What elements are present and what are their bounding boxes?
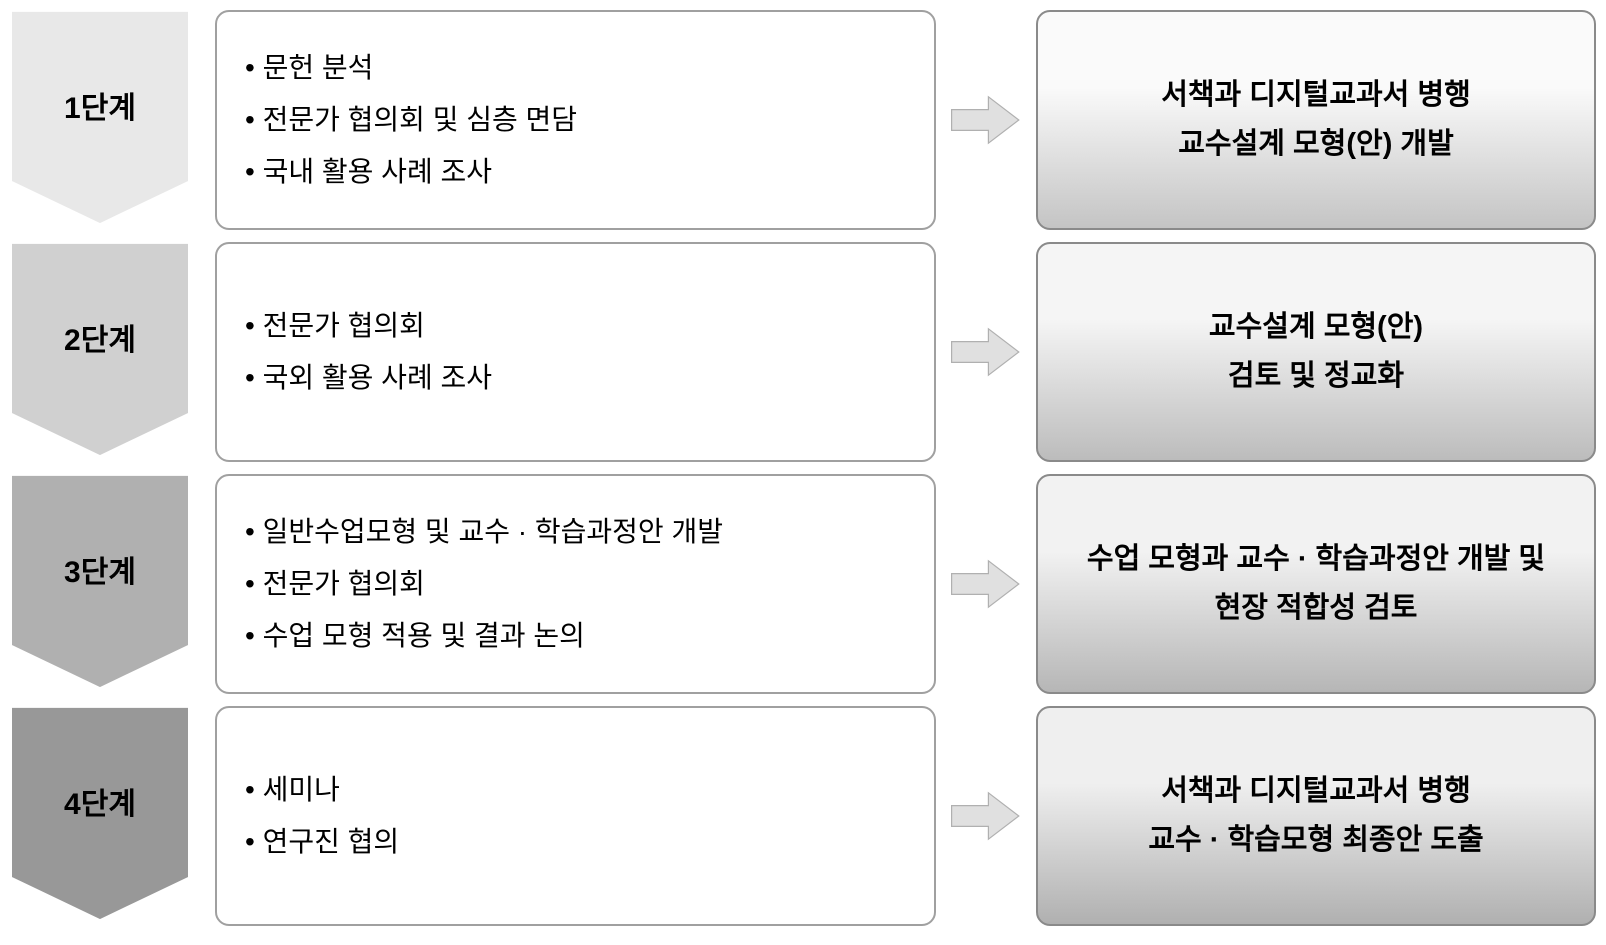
output-line: 수업 모형과 교수 · 학습과정안 개발 및 — [1087, 535, 1545, 584]
activities-box-3: • 일반수업모형 및 교수 · 학습과정안 개발• 전문가 협의회• 수업 모형… — [215, 474, 936, 694]
activities-box-1: • 문헌 분석• 전문가 협의회 및 심층 면담• 국내 활용 사례 조사 — [215, 10, 936, 230]
stage-row-4: 4단계 • 세미나• 연구진 협의 서책과 디지털교과서 병행교수 · 학습모형 … — [10, 706, 1596, 926]
arrow-right-icon — [941, 10, 1031, 230]
stage-row-2: 2단계 • 전문가 협의회• 국외 활용 사례 조사 교수설계 모형(안)검토 및… — [10, 242, 1596, 462]
output-box-1: 서책과 디지털교과서 병행교수설계 모형(안) 개발 — [1036, 10, 1596, 230]
arrow-right-icon — [941, 474, 1031, 694]
output-line: 서책과 디지털교과서 병행 — [1161, 71, 1471, 120]
arrow-right-icon — [941, 242, 1031, 462]
activity-item: • 국외 활용 사례 조사 — [245, 352, 906, 404]
activity-item: • 문헌 분석 — [245, 42, 906, 94]
stage-row-1: 1단계 • 문헌 분석• 전문가 협의회 및 심층 면담• 국내 활용 사례 조사… — [10, 10, 1596, 230]
stage-label: 1단계 — [64, 83, 136, 127]
activity-item: • 국내 활용 사례 조사 — [245, 146, 906, 198]
activities-box-2: • 전문가 협의회• 국외 활용 사례 조사 — [215, 242, 936, 462]
stage-chevron-2: 2단계 — [10, 242, 190, 462]
output-line: 교수설계 모형(안) — [1209, 303, 1423, 352]
output-line: 검토 및 정교화 — [1228, 352, 1404, 401]
activity-item: • 일반수업모형 및 교수 · 학습과정안 개발 — [245, 506, 906, 558]
output-line: 현장 적합성 검토 — [1215, 584, 1418, 633]
output-box-4: 서책과 디지털교과서 병행교수 · 학습모형 최종안 도출 — [1036, 706, 1596, 926]
stage-label: 3단계 — [64, 547, 136, 591]
stage-label: 4단계 — [64, 779, 136, 823]
stage-chevron-4: 4단계 — [10, 706, 190, 926]
output-line: 교수 · 학습모형 최종안 도출 — [1148, 816, 1483, 865]
activities-box-4: • 세미나• 연구진 협의 — [215, 706, 936, 926]
stage-chevron-1: 1단계 — [10, 10, 190, 230]
output-box-2: 교수설계 모형(안)검토 및 정교화 — [1036, 242, 1596, 462]
output-line: 교수설계 모형(안) 개발 — [1178, 120, 1454, 169]
activity-item: • 전문가 협의회 — [245, 558, 906, 610]
activity-item: • 전문가 협의회 — [245, 300, 906, 352]
process-flowchart: 1단계 • 문헌 분석• 전문가 협의회 및 심층 면담• 국내 활용 사례 조사… — [10, 10, 1596, 926]
stage-chevron-3: 3단계 — [10, 474, 190, 694]
output-box-3: 수업 모형과 교수 · 학습과정안 개발 및현장 적합성 검토 — [1036, 474, 1596, 694]
output-line: 서책과 디지털교과서 병행 — [1161, 767, 1471, 816]
activity-item: • 수업 모형 적용 및 결과 논의 — [245, 610, 906, 662]
activity-item: • 연구진 협의 — [245, 816, 906, 868]
activity-item: • 세미나 — [245, 764, 906, 816]
stage-row-3: 3단계 • 일반수업모형 및 교수 · 학습과정안 개발• 전문가 협의회• 수업… — [10, 474, 1596, 694]
activity-item: • 전문가 협의회 및 심층 면담 — [245, 94, 906, 146]
stage-label: 2단계 — [64, 315, 136, 359]
arrow-right-icon — [941, 706, 1031, 926]
